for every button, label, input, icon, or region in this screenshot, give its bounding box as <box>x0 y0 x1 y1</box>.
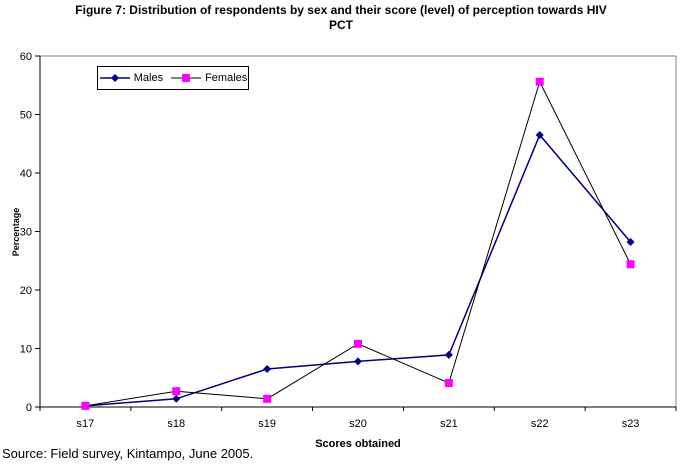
males-data-marker <box>626 238 635 247</box>
legend-males-label: Males <box>133 72 164 84</box>
x-tick-label: s18 <box>167 418 185 430</box>
females-series-line <box>85 80 632 407</box>
females-data-marker <box>626 260 635 269</box>
y-tick-label: 50 <box>20 110 32 122</box>
legend-item-males: Males <box>99 72 163 84</box>
y-tick-label: 60 <box>20 51 32 63</box>
y-tick-label: 10 <box>20 344 32 356</box>
females-data-marker <box>354 339 362 348</box>
females-series-icon <box>171 74 202 82</box>
x-tick-label: s22 <box>531 418 549 430</box>
y-tick-label: 20 <box>20 285 32 297</box>
females-data-marker <box>172 387 181 396</box>
chart-title-line2: PCT <box>329 18 353 32</box>
x-tick-label: s20 <box>349 418 367 430</box>
x-axis-title: Scores obtained <box>315 438 401 450</box>
x-tick-label: s23 <box>622 418 640 430</box>
females-data-marker <box>535 77 544 86</box>
females-data-marker <box>263 394 272 403</box>
males-series-icon <box>99 74 130 82</box>
males-data-marker <box>535 130 544 139</box>
chart-title: Figure 7: Distribution of respondents by… <box>0 3 682 33</box>
x-tick-label: s21 <box>440 418 458 430</box>
females-data-marker <box>81 401 90 410</box>
males-data-marker <box>172 394 181 403</box>
chart-title-line1: Figure 7: Distribution of respondents by… <box>75 3 607 17</box>
y-tick-label: 0 <box>26 402 32 414</box>
plot-area-border <box>40 55 677 407</box>
males-data-marker <box>444 350 453 359</box>
x-tick-label: s17 <box>77 418 95 430</box>
legend-females-label: Females <box>205 72 248 84</box>
females-data-marker <box>444 379 453 388</box>
chart-legend: Males Females <box>97 66 249 90</box>
source-note: Source: Field survey, Kintampo, June 200… <box>2 446 254 461</box>
males-data-marker <box>263 364 272 373</box>
males-data-marker <box>354 357 362 366</box>
x-tick-label: s19 <box>258 418 276 430</box>
y-axis-title: Percentage <box>11 207 21 257</box>
y-tick-label: 40 <box>20 168 32 180</box>
y-tick-label: 30 <box>20 227 32 239</box>
legend-item-females: Females <box>170 72 247 84</box>
